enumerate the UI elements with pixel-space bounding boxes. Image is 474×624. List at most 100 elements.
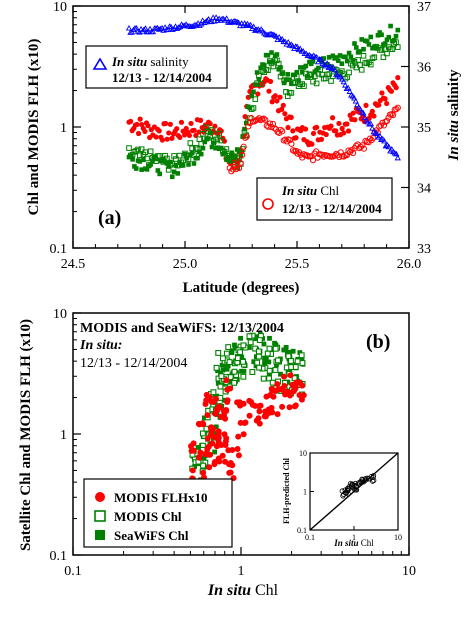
seawifs-chl-point <box>368 34 374 40</box>
in-situ-chl-point <box>239 151 246 158</box>
salinity-point <box>294 43 301 50</box>
modis-chl-point <box>270 63 277 70</box>
seawifs-chl-point <box>220 367 226 373</box>
modis-flh-point <box>169 135 175 141</box>
modis-flh-point <box>159 137 166 143</box>
seawifs-chl-point <box>203 464 209 470</box>
inset-point <box>344 485 351 492</box>
modis-flh-point <box>280 102 286 108</box>
salinity-point <box>297 45 304 52</box>
seawifs-chl-point <box>238 335 243 341</box>
salinity-point <box>375 134 382 140</box>
salinity-point <box>382 142 389 149</box>
seawifs-chl-point <box>290 348 296 354</box>
modis-chl-point <box>173 156 179 162</box>
modis-chl-point <box>260 375 267 382</box>
salinity-triangle-icon <box>92 57 108 70</box>
seawifs-chl-point <box>266 359 272 365</box>
modis-flh-point <box>212 395 219 402</box>
seawifs-chl-point <box>386 34 392 40</box>
seawifs-chl-point <box>343 54 348 60</box>
seawifs-chl-point <box>148 162 153 167</box>
modis-flh-point <box>288 114 294 120</box>
seawifs-chl-point <box>213 424 219 430</box>
modis-flh-point <box>272 93 278 99</box>
in-situ-chl-point <box>276 129 283 137</box>
modis-flh-point <box>256 408 263 415</box>
salinity-point <box>242 21 250 28</box>
salinity-point <box>175 24 182 30</box>
salinity-point <box>146 25 154 32</box>
seawifs-chl-point <box>238 153 244 159</box>
salinity-point <box>322 62 329 69</box>
in-situ-chl-point <box>383 117 391 124</box>
seawifs-chl-point <box>285 72 291 77</box>
modis-chl-point <box>266 345 273 352</box>
seawifs-chl-point <box>352 41 357 46</box>
seawifs-chl-point <box>200 145 206 151</box>
panel-a-ylabel: Chl and MODIS FLH (x10) <box>26 39 42 216</box>
salinity-point <box>324 60 331 66</box>
salinity-point <box>142 25 149 31</box>
a-xtick-label: 26.0 <box>397 257 422 272</box>
modis-flh-point <box>145 123 151 129</box>
seawifs-chl-point <box>239 354 245 360</box>
modis-chl-point <box>199 430 206 437</box>
inset-xlabel-rest: Chl <box>359 538 375 548</box>
a-xtick-label: 25.0 <box>173 257 198 272</box>
seawifs-chl-point <box>269 50 274 55</box>
in-situ-chl-point <box>234 162 241 169</box>
seawifs-chl-point <box>206 136 211 141</box>
legend-chl-rest: Chl <box>317 183 339 198</box>
modis-chl-point <box>380 54 387 61</box>
salinity-point <box>277 36 284 42</box>
legend-chl-dates: 12/13 - 12/14/2004 <box>282 201 382 216</box>
in-situ-chl-point <box>237 160 244 167</box>
modis-flh-point <box>206 464 213 471</box>
salinity-point <box>378 136 385 142</box>
seawifs-chl-point <box>305 74 310 79</box>
seawifs-chl-point <box>281 80 287 86</box>
modis-flh-point <box>202 451 209 458</box>
seawifs-chl-point <box>337 53 343 58</box>
modis-flh-point <box>310 130 317 137</box>
legend-chl-label: In situ Chl <box>281 183 339 198</box>
seawifs-chl-point <box>198 151 204 157</box>
salinity-point <box>286 42 293 48</box>
inset-xtick-label: 1 <box>352 533 356 542</box>
modis-flh-point <box>167 121 173 127</box>
seawifs-chl-point <box>229 150 235 156</box>
salinity-point <box>313 54 320 60</box>
modis-chl-point <box>255 348 262 355</box>
salinity-point <box>223 15 230 21</box>
inset-point <box>370 478 376 484</box>
salinity-point <box>340 78 347 85</box>
salinity-point <box>272 33 280 39</box>
b-ytick-label: 1 <box>60 428 67 443</box>
seawifs-chl-point <box>177 160 182 165</box>
seawifs-chl-point <box>379 32 384 38</box>
in-situ-chl-point <box>289 147 297 154</box>
salinity-point <box>328 65 335 72</box>
modis-flh-point <box>268 404 275 411</box>
modis-flh-point <box>241 419 248 426</box>
modis-flh-point <box>302 126 309 132</box>
salinity-point <box>309 53 316 60</box>
modis-chl-point <box>256 364 263 371</box>
seawifs-chl-point <box>299 70 305 75</box>
seawifs-chl-point <box>292 72 298 78</box>
modis-chl-point <box>216 130 223 137</box>
modis-flh-point <box>234 446 241 453</box>
inset-xlabel: In situ Chl <box>333 538 374 548</box>
modis-flh-point <box>190 440 197 447</box>
seawifs-chl-point <box>247 105 253 111</box>
legend-chl: In situ Chl 12/13 - 12/14/2004 <box>256 177 393 221</box>
modis-chl-point <box>225 344 232 351</box>
seawifs-chl-point <box>222 150 227 156</box>
salinity-point <box>133 24 140 31</box>
salinity-point <box>202 18 209 25</box>
salinity-point <box>393 150 400 157</box>
modis-chl-point <box>223 350 230 357</box>
modis-flh-point <box>196 453 203 460</box>
